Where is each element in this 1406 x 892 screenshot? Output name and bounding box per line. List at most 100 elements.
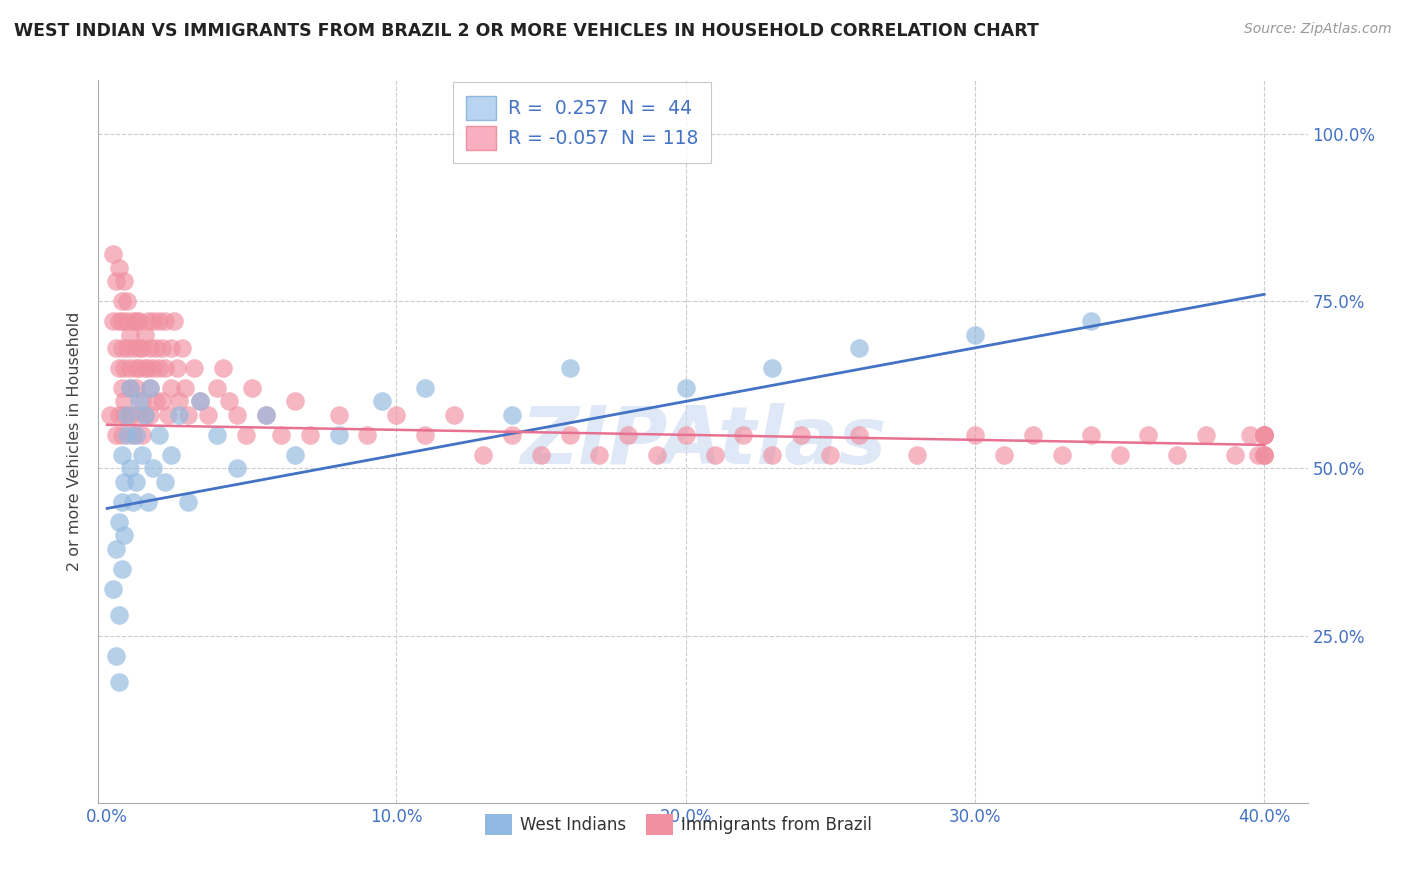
Point — [413, 427, 436, 442]
Point — [139, 381, 162, 395]
Point — [159, 381, 181, 395]
Point — [114, 361, 136, 376]
Point — [136, 361, 159, 376]
Point — [1108, 448, 1130, 462]
Point — [134, 408, 156, 422]
Point — [588, 448, 610, 462]
Point — [120, 361, 142, 376]
Point — [136, 494, 159, 508]
Point — [114, 528, 136, 542]
Point — [1022, 427, 1045, 442]
Point — [156, 408, 179, 422]
Point — [177, 408, 200, 422]
Point — [150, 394, 173, 409]
Point — [101, 247, 124, 261]
Point — [356, 427, 378, 442]
Point — [117, 427, 139, 442]
Point — [125, 475, 148, 489]
Point — [98, 408, 121, 422]
Point — [675, 427, 697, 442]
Point — [790, 427, 813, 442]
Point — [110, 381, 132, 395]
Point — [117, 294, 139, 309]
Point — [107, 408, 129, 422]
Point — [1195, 427, 1218, 442]
Point — [104, 274, 127, 288]
Point — [162, 314, 184, 328]
Point — [226, 408, 249, 422]
Point — [153, 361, 176, 376]
Point — [617, 427, 640, 442]
Point — [134, 361, 156, 376]
Point — [101, 582, 124, 596]
Text: ZIPAtlas: ZIPAtlas — [520, 402, 886, 481]
Point — [101, 314, 124, 328]
Point — [298, 427, 321, 442]
Point — [122, 341, 145, 355]
Point — [371, 394, 394, 409]
Point — [183, 361, 205, 376]
Point — [131, 427, 153, 442]
Point — [993, 448, 1015, 462]
Point — [211, 361, 233, 376]
Point — [110, 494, 132, 508]
Point — [128, 394, 150, 409]
Point — [107, 675, 129, 690]
Point — [148, 361, 170, 376]
Point — [963, 427, 986, 442]
Point — [188, 394, 211, 409]
Y-axis label: 2 or more Vehicles in Household: 2 or more Vehicles in Household — [67, 312, 83, 571]
Point — [254, 408, 277, 422]
Point — [120, 327, 142, 342]
Point — [110, 448, 132, 462]
Point — [110, 562, 132, 576]
Point — [761, 361, 783, 376]
Point — [120, 461, 142, 475]
Point — [166, 361, 188, 376]
Point — [114, 274, 136, 288]
Point — [139, 408, 162, 422]
Point — [703, 448, 725, 462]
Point — [197, 408, 219, 422]
Point — [128, 341, 150, 355]
Point — [1166, 448, 1188, 462]
Point — [104, 648, 127, 663]
Point — [905, 448, 928, 462]
Point — [1137, 427, 1160, 442]
Point — [501, 427, 523, 442]
Point — [110, 341, 132, 355]
Point — [159, 448, 181, 462]
Point — [848, 341, 870, 355]
Point — [128, 314, 150, 328]
Point — [142, 461, 165, 475]
Point — [169, 408, 191, 422]
Point — [139, 381, 162, 395]
Point — [226, 461, 249, 475]
Point — [177, 494, 200, 508]
Point — [139, 341, 162, 355]
Point — [125, 361, 148, 376]
Point — [122, 494, 145, 508]
Point — [136, 314, 159, 328]
Point — [1253, 427, 1275, 442]
Point — [104, 427, 127, 442]
Point — [122, 314, 145, 328]
Point — [270, 427, 292, 442]
Text: WEST INDIAN VS IMMIGRANTS FROM BRAZIL 2 OR MORE VEHICLES IN HOUSEHOLD CORRELATIO: WEST INDIAN VS IMMIGRANTS FROM BRAZIL 2 … — [14, 22, 1039, 40]
Point — [1253, 427, 1275, 442]
Point — [114, 408, 136, 422]
Point — [733, 427, 755, 442]
Point — [117, 341, 139, 355]
Point — [645, 448, 668, 462]
Point — [385, 408, 408, 422]
Point — [117, 314, 139, 328]
Point — [443, 408, 465, 422]
Point — [1253, 448, 1275, 462]
Point — [145, 394, 167, 409]
Point — [1239, 427, 1261, 442]
Point — [153, 314, 176, 328]
Point — [963, 327, 986, 342]
Point — [172, 341, 194, 355]
Point — [125, 427, 148, 442]
Point — [134, 327, 156, 342]
